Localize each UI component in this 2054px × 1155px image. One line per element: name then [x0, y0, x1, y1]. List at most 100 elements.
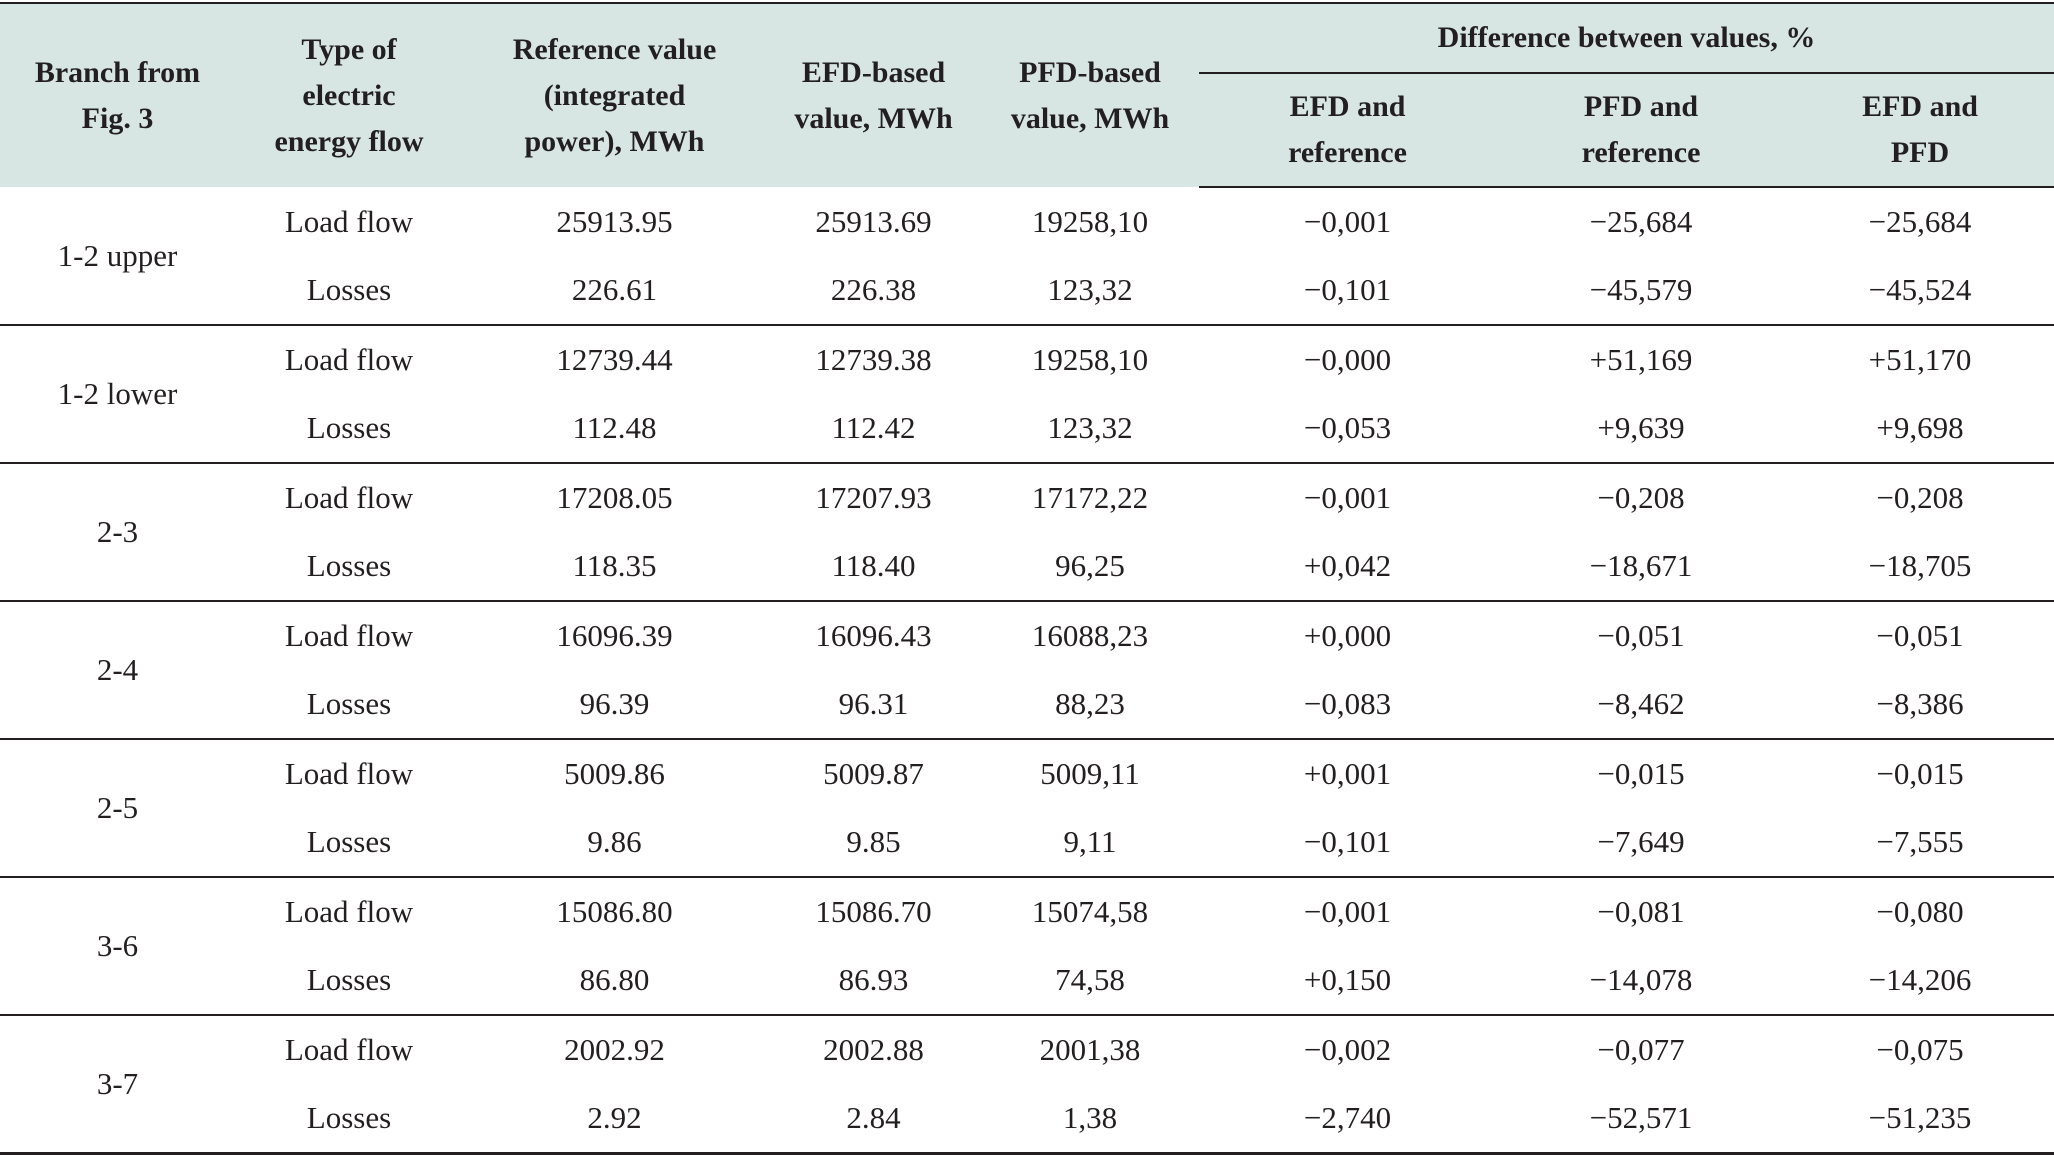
diff-efd-ref-cell: +0,000: [1303, 618, 1392, 653]
efd-value-cell: 5009.87: [823, 756, 924, 791]
pfd-value-cell: 74,58: [981, 946, 1199, 1016]
table-row: Losses 2.92 2.84 1,38 −2,740 −52,571 −51,235: [0, 1084, 2054, 1155]
flow-type-cell: Load flow: [284, 618, 414, 653]
diff-pfd-ref-cell: −7,649: [1496, 808, 1786, 878]
table-header: Branch from Fig. 3 Type of electric ener…: [0, 2, 2054, 188]
diff-efd-pfd-cell: −25,684: [1868, 204, 1972, 239]
branch-cell: 1-2 lower: [0, 325, 235, 464]
diff-efd-ref-cell: −0,002: [1303, 1032, 1392, 1067]
table-row: Losses 9.86 9.85 9,11 −0,101 −7,649 −7,555: [0, 808, 2054, 878]
flow-type-cell: Load flow: [284, 894, 414, 929]
flow-type-cell: Losses: [235, 946, 463, 1016]
pfd-value-cell: 123,32: [981, 256, 1199, 326]
diff-efd-pfd-cell: −51,235: [1786, 1084, 2054, 1155]
diff-efd-ref-cell: −0,053: [1199, 394, 1496, 464]
reference-value-cell: 9.86: [463, 808, 766, 878]
flow-type-cell: Load flow: [284, 1032, 414, 1067]
diff-efd-pfd-cell: −0,075: [1876, 1032, 1964, 1067]
branch-cell: 2-5: [0, 739, 235, 878]
pfd-value-cell: 88,23: [981, 670, 1199, 740]
diff-pfd-ref-cell: −8,462: [1496, 670, 1786, 740]
reference-value-cell: 96.39: [463, 670, 766, 740]
table-row: 3-6 Load flow 15086.80 15086.70 15074,58 −0,0…: [0, 877, 2054, 1016]
diff-pfd-ref-cell: −0,015: [1597, 756, 1685, 791]
efd-value-cell: 15086.70: [815, 894, 932, 929]
header-pfd-ref: PFD and reference: [1496, 73, 1786, 188]
flow-type-cell: Losses: [235, 808, 463, 878]
pfd-value-cell: 19258,10: [1031, 342, 1149, 377]
diff-efd-pfd-cell: −0,051: [1876, 618, 1964, 653]
flow-type-cell: Losses: [235, 256, 463, 326]
table-row: 3-7 Load flow 2002.92 2002.88 2001,38 −0,002 −…: [0, 1015, 2054, 1155]
pfd-value-cell: 123,32: [981, 394, 1199, 464]
efd-value-cell: 12739.38: [815, 342, 932, 377]
diff-efd-pfd-cell: −0,080: [1876, 894, 1964, 929]
branch-cell: 2-3: [0, 463, 235, 602]
reference-value-cell: 16096.39: [556, 618, 673, 653]
table-row: Losses 86.80 86.93 74,58 +0,150 −14,078 −14,20…: [0, 946, 2054, 1016]
diff-efd-ref-cell: −0,000: [1303, 342, 1392, 377]
pfd-value-cell: 17172,22: [1031, 480, 1149, 515]
efd-value-cell: 118.40: [766, 532, 981, 602]
table-row: 1-2 lower Load flow 12739.44 12739.38 19258,…: [0, 325, 2054, 464]
flow-type-cell: Load flow: [284, 203, 414, 239]
table-row: 1-2 upper Load flow 25913.95 25913.69 19258,…: [0, 187, 2054, 326]
diff-pfd-ref-cell: −0,208: [1597, 480, 1685, 515]
reference-value-cell: 2.92: [463, 1084, 766, 1155]
diff-pfd-ref-cell: −0,077: [1597, 1032, 1685, 1067]
branch-cell: 2-4: [0, 601, 235, 740]
diff-efd-ref-cell: −0,001: [1303, 204, 1392, 239]
branch-cell: 1-2 upper: [0, 187, 235, 326]
diff-pfd-ref-cell: −52,571: [1496, 1084, 1786, 1155]
diff-pfd-ref-cell: +9,639: [1496, 394, 1786, 464]
header-branch: Branch from Fig. 3: [0, 2, 235, 187]
reference-value-cell: 25913.95: [556, 203, 673, 239]
branch-cell: 3-7: [0, 1015, 235, 1155]
diff-efd-ref-cell: −2,740: [1199, 1084, 1496, 1155]
pfd-value-cell: 15074,58: [1031, 894, 1149, 929]
reference-value-cell: 226.61: [463, 256, 766, 326]
diff-efd-pfd-cell: +51,170: [1868, 342, 1972, 377]
flow-type-cell: Load flow: [284, 756, 414, 791]
header-reference: Reference value (integrated power), MWh: [463, 2, 766, 187]
header-difference-group: Difference between values, %: [1199, 2, 2054, 74]
header-type: Type of electric energy flow: [235, 2, 463, 187]
diff-efd-ref-cell: +0,001: [1303, 756, 1392, 791]
pfd-value-cell: 1,38: [981, 1084, 1199, 1155]
efd-value-cell: 17207.93: [815, 480, 932, 515]
branch-cell: 3-6: [0, 877, 235, 1016]
table-row: 2-5 Load flow 5009.86 5009.87 5009,11 +0,001 −…: [0, 739, 2054, 878]
flow-type-cell: Losses: [235, 670, 463, 740]
diff-efd-pfd-cell: −0,015: [1876, 756, 1964, 791]
efd-value-cell: 112.42: [766, 394, 981, 464]
diff-pfd-ref-cell: −0,051: [1597, 618, 1685, 653]
table-row: Losses 96.39 96.31 88,23 −0,083 −8,462 −8,386: [0, 670, 2054, 740]
efd-value-cell: 9.85: [766, 808, 981, 878]
header-efd-pfd: EFD and PFD: [1786, 73, 2054, 188]
diff-efd-pfd-cell: −0,208: [1876, 480, 1964, 515]
pfd-value-cell: 5009,11: [1040, 756, 1140, 791]
efd-value-cell: 2002.88: [823, 1032, 924, 1067]
diff-pfd-ref-cell: −0,081: [1597, 894, 1685, 929]
efd-value-cell: 25913.69: [815, 203, 932, 239]
diff-efd-pfd-cell: −7,555: [1786, 808, 2054, 878]
diff-efd-ref-cell: −0,101: [1199, 256, 1496, 326]
reference-value-cell: 86.80: [463, 946, 766, 1016]
pfd-value-cell: 9,11: [981, 808, 1199, 878]
table-row: Losses 112.48 112.42 123,32 −0,053 +9,639 +9,6…: [0, 394, 2054, 464]
efd-value-cell: 96.31: [766, 670, 981, 740]
reference-value-cell: 15086.80: [556, 894, 673, 929]
efd-value-cell: 2.84: [766, 1084, 981, 1155]
diff-efd-ref-cell: −0,083: [1199, 670, 1496, 740]
diff-pfd-ref-cell: −45,579: [1496, 256, 1786, 326]
table-row: Losses 226.61 226.38 123,32 −0,101 −45,579 −45…: [0, 256, 2054, 326]
efd-value-cell: 86.93: [766, 946, 981, 1016]
diff-efd-ref-cell: −0,001: [1303, 894, 1392, 929]
reference-value-cell: 17208.05: [556, 480, 673, 515]
header-efd: EFD-based value, MWh: [766, 2, 981, 187]
pfd-value-cell: 2001,38: [1039, 1032, 1141, 1067]
table-body: 1-2 upper Load flow 25913.95 25913.69 19258,…: [0, 187, 2054, 1155]
diff-efd-ref-cell: −0,001: [1303, 480, 1392, 515]
